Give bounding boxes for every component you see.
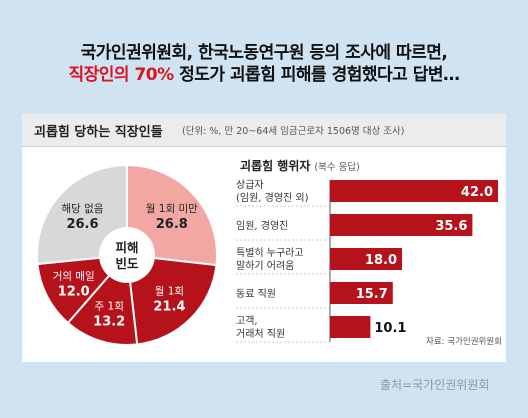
bar-value-label: 18.0 bbox=[365, 253, 397, 268]
headline-highlight: 직장인의 70% bbox=[68, 65, 174, 85]
pie-slice-value: 12.0 bbox=[58, 285, 90, 300]
bar-value-label: 15.7 bbox=[356, 287, 388, 302]
pie-slice bbox=[125, 253, 218, 346]
bar-value-label: 35.6 bbox=[435, 219, 467, 234]
pie-chart: 월 1회 미만 26.8 월 1회 21.4 주 1회 13.2 거의 매일 12.0 해당 없… bbox=[36, 163, 218, 346]
pie-slice-value: 26.8 bbox=[156, 217, 188, 232]
pie-slice-label: 월 1회 bbox=[155, 285, 184, 297]
bar-category-label: (임원, 경영진 외) bbox=[236, 191, 309, 204]
bar-chart-title-text: 괴롭힘 행위자 bbox=[240, 159, 311, 173]
pie-slice-value: 13.2 bbox=[93, 314, 125, 329]
pie-slice-label: 거의 매일 bbox=[53, 270, 95, 283]
bar-chart-title-note: (복수 응답) bbox=[314, 162, 360, 173]
bar-category-label: 동료 직원 bbox=[236, 288, 276, 300]
pie-slice bbox=[36, 253, 130, 325]
pie-slice-value: 26.6 bbox=[66, 217, 98, 232]
pie-slice-label: 월 1회 미만 bbox=[146, 203, 198, 215]
card-subtitle: (단위: %, 만 20~64세 임금근로자 1506명 대상 조사) bbox=[182, 126, 405, 137]
bar-chart: 상급자(임원, 경영진 외) 42.0 임원, 경영진 35.6 특별히 누구라고말하기… bbox=[236, 179, 502, 347]
bar-category-label: 임원, 경영진 bbox=[236, 219, 288, 232]
bar-chart-note: 자료: 국가인권위원회 bbox=[426, 336, 502, 347]
pie-center-label: 피해 bbox=[115, 240, 138, 255]
headline-line-2: 직장인의 70% 정도가 괴롭힘 피해를 경험했다고 답변… bbox=[0, 60, 528, 85]
card-header: 괴롭힘 당하는 직장인들 (단위: %, 만 20~64세 임금근로자 1506… bbox=[22, 114, 506, 147]
bar-category-label: 고객, bbox=[236, 315, 258, 327]
bar-category-label: 거래처 직원 bbox=[236, 328, 285, 340]
bar bbox=[330, 316, 371, 338]
bar-value-label: 42.0 bbox=[461, 185, 493, 200]
bar-category-label: 상급자 bbox=[236, 179, 264, 191]
pie-center-label: 빈도 bbox=[115, 256, 139, 271]
source-credit: 출처=국가인권위원회 bbox=[380, 378, 490, 392]
bar bbox=[330, 282, 393, 304]
pie-slice-label: 해당 없음 bbox=[62, 202, 104, 215]
pie-center-hole bbox=[99, 227, 155, 283]
card-title: 괴롭힘 당하는 직장인들 bbox=[34, 125, 163, 140]
pie-slice-label: 주 1회 bbox=[95, 300, 124, 312]
bar-chart-title: 괴롭힘 행위자 (복수 응답) bbox=[240, 157, 360, 174]
bar bbox=[330, 180, 498, 202]
bar-category-label: 말하기 어려움 bbox=[236, 259, 294, 272]
bar-category-label: 특별히 누구라고 bbox=[236, 247, 304, 259]
headline-line-2-rest: 정도가 괴롭힘 피해를 경험했다고 답변… bbox=[173, 65, 460, 85]
pie-slice-value: 21.4 bbox=[153, 299, 185, 314]
bar bbox=[330, 214, 473, 236]
bar-value-label: 10.1 bbox=[374, 321, 406, 336]
bar bbox=[330, 248, 402, 270]
headline-line-1: 국가인권위원회, 한국노동연구원 등의 조사에 따르면, bbox=[80, 43, 448, 63]
